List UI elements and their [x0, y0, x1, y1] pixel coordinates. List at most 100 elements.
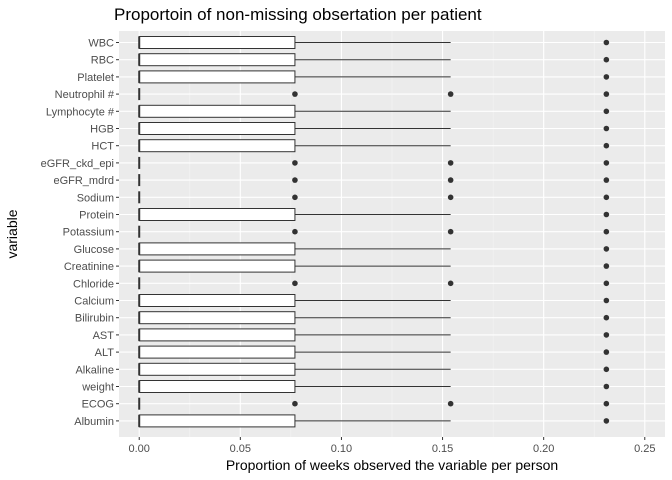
- outlier-point: [447, 91, 454, 97]
- y-tick-label: RBC: [91, 55, 114, 67]
- y-tick-label: Calcium: [74, 296, 114, 308]
- box-albumin: [138, 414, 610, 428]
- y-tick-label: WBC: [88, 38, 114, 50]
- y-tick-label: AST: [93, 330, 115, 342]
- box-calcium: [138, 294, 610, 307]
- box: [138, 294, 296, 307]
- outlier-point: [603, 211, 610, 218]
- y-tick-label: Creatinine: [64, 261, 114, 273]
- box: [138, 242, 296, 256]
- outlier-point: [603, 125, 610, 132]
- outlier-point: [447, 194, 454, 201]
- outlier-point: [447, 228, 454, 235]
- outlier-point: [603, 74, 610, 80]
- outlier-point: [603, 194, 610, 201]
- outlier-point: [292, 160, 298, 166]
- box-sodium: [138, 191, 610, 204]
- y-tick-label: Lymphocyte #: [46, 106, 115, 118]
- box-ast: [138, 328, 610, 342]
- y-tick-label: Neutrophil #: [55, 89, 115, 101]
- outlier-point: [603, 142, 610, 149]
- outlier-point: [603, 383, 610, 390]
- y-tick-label: Glucose: [74, 244, 114, 256]
- y-tick-label: Protein: [79, 210, 114, 222]
- box-creatinine: [138, 259, 610, 273]
- x-axis-title: Proportion of weeks observed the variabl…: [226, 457, 558, 473]
- box-rbc: [138, 53, 610, 67]
- chart-title: Proportoin of non-missing obsertation pe…: [114, 5, 482, 24]
- y-axis-title: variable: [4, 209, 20, 258]
- box-series: [138, 36, 610, 428]
- box-platelet: [138, 70, 610, 84]
- outlier-point: [603, 91, 610, 97]
- outlier-point: [292, 228, 298, 235]
- outlier-point: [603, 39, 610, 46]
- box: [138, 36, 296, 49]
- outlier-point: [603, 263, 610, 269]
- box-ecog: [138, 397, 610, 410]
- box: [138, 259, 296, 273]
- box-hct: [138, 139, 610, 153]
- x-tick-label: 0.00: [129, 443, 150, 455]
- y-tick-label: ALT: [95, 347, 115, 359]
- y-tick-label: Potassium: [63, 227, 114, 239]
- box-egfr-mdrd: [138, 174, 610, 187]
- y-tick-label: Chloride: [73, 278, 114, 290]
- box-glucose: [138, 242, 610, 256]
- y-axis: WBC RBC Platelet Neutrophil # Lymphocyte # HG…: [41, 38, 119, 428]
- x-tick-label: 0.05: [230, 443, 251, 455]
- box-lymphocyte-: [138, 104, 610, 118]
- box: [138, 362, 296, 376]
- outlier-point: [603, 108, 610, 115]
- y-tick-label: Bilirubin: [75, 313, 114, 325]
- box: [138, 104, 296, 118]
- box: [138, 122, 296, 135]
- box-alkaline: [138, 362, 610, 376]
- box: [138, 345, 296, 359]
- outlier-point: [603, 418, 610, 424]
- outlier-point: [603, 314, 610, 321]
- x-tick-label: 0.20: [533, 443, 554, 455]
- x-tick-label: 0.25: [634, 443, 655, 455]
- y-tick-label: Sodium: [77, 192, 114, 204]
- outlier-point: [603, 56, 610, 63]
- box: [138, 70, 296, 84]
- box: [138, 311, 296, 325]
- outlier-point: [603, 177, 610, 183]
- box: [138, 380, 296, 393]
- y-tick-label: weight: [81, 382, 114, 394]
- outlier-point: [292, 194, 298, 201]
- box: [138, 53, 296, 67]
- y-tick-label: HGB: [90, 124, 114, 136]
- y-tick-label: eGFR_ckd_epi: [41, 158, 114, 170]
- outlier-point: [603, 332, 610, 338]
- x-tick-label: 0.10: [331, 443, 352, 455]
- outlier-point: [603, 246, 610, 252]
- y-tick-label: Albumin: [74, 416, 114, 428]
- box-potassium: [138, 225, 610, 238]
- box-neutrophil-: [138, 88, 610, 101]
- outlier-point: [603, 349, 610, 355]
- y-tick-label: eGFR_mdrd: [53, 175, 114, 187]
- box-wbc: [138, 36, 610, 49]
- box-protein: [138, 208, 610, 221]
- box: [138, 328, 296, 342]
- outlier-point: [292, 177, 298, 183]
- outlier-point: [447, 177, 454, 183]
- outlier-point: [292, 280, 298, 287]
- outlier-point: [603, 400, 610, 407]
- box: [138, 139, 296, 153]
- y-tick-label: Alkaline: [75, 364, 114, 376]
- box-weight: [138, 380, 610, 393]
- box-hgb: [138, 122, 610, 135]
- outlier-point: [603, 297, 610, 304]
- x-tick-label: 0.15: [432, 443, 453, 455]
- y-tick-label: ECOG: [82, 399, 114, 411]
- outlier-point: [447, 160, 454, 166]
- outlier-point: [603, 160, 610, 166]
- outlier-point: [603, 366, 610, 373]
- outlier-point: [447, 280, 454, 287]
- box-egfr-ckd-epi: [138, 156, 610, 169]
- x-axis: 0.00 0.05 0.10 0.15 0.20 0.25: [129, 437, 655, 455]
